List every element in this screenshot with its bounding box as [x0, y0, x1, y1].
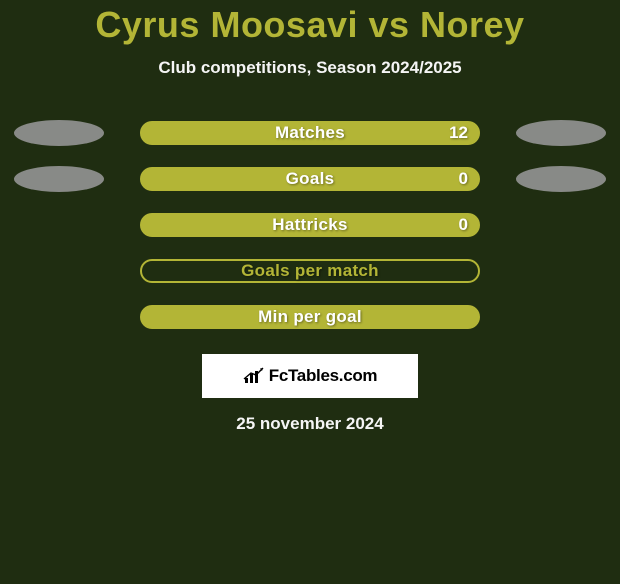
logo-text: FcTables.com	[269, 366, 378, 386]
stat-bar-gpm: Goals per match	[140, 259, 480, 283]
stat-bar-goals: Goals 0	[140, 167, 480, 191]
stat-bar-mpg: Min per goal	[140, 305, 480, 329]
stat-label: Goals	[286, 169, 335, 189]
player2-marker	[516, 166, 606, 192]
stat-row: Hattricks 0	[0, 202, 620, 248]
comparison-chart: Matches 12 Goals 0 Hattricks 0 Goals per…	[0, 110, 620, 340]
stat-label: Goals per match	[241, 261, 379, 281]
stat-bar-hattricks: Hattricks 0	[140, 213, 480, 237]
stat-bar-matches: Matches 12	[140, 121, 480, 145]
date-label: 25 november 2024	[0, 414, 620, 434]
stat-value: 12	[449, 123, 468, 143]
stat-row: Goals per match	[0, 248, 620, 294]
chart-icon	[243, 367, 265, 385]
stat-label: Min per goal	[258, 307, 362, 327]
player1-marker	[14, 166, 104, 192]
stat-row: Goals 0	[0, 156, 620, 202]
stat-row: Min per goal	[0, 294, 620, 340]
stat-value: 0	[459, 215, 468, 235]
player2-marker	[516, 120, 606, 146]
stat-value: 0	[459, 169, 468, 189]
stat-row: Matches 12	[0, 110, 620, 156]
stat-label: Matches	[275, 123, 345, 143]
page-title: Cyrus Moosavi vs Norey	[0, 4, 620, 46]
player1-marker	[14, 120, 104, 146]
subtitle: Club competitions, Season 2024/2025	[0, 58, 620, 78]
source-logo: FcTables.com	[202, 354, 418, 398]
stat-label: Hattricks	[272, 215, 347, 235]
